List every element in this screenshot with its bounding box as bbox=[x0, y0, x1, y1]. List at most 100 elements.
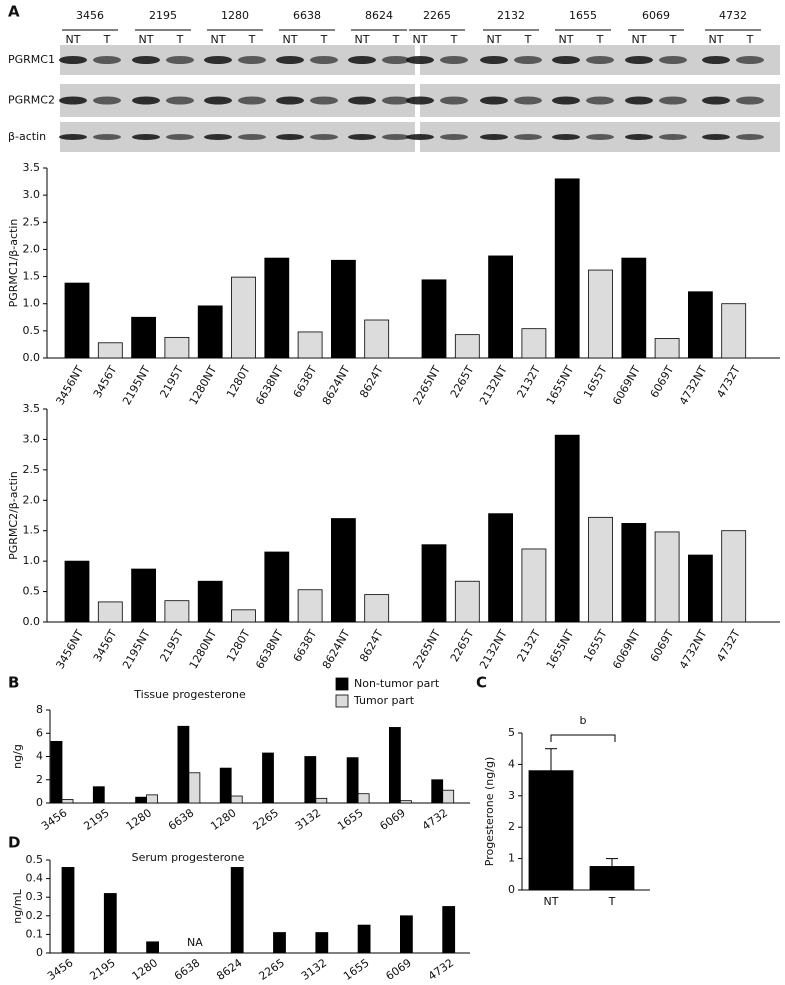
bar bbox=[197, 580, 223, 623]
y-tick-label: 0.4 bbox=[26, 872, 44, 885]
blot-band bbox=[480, 134, 508, 140]
panel-label: B bbox=[8, 674, 19, 692]
bar bbox=[442, 789, 455, 804]
x-tick-label: 6069 bbox=[377, 806, 407, 833]
blot-band bbox=[59, 134, 87, 140]
y-tick-label: 1.5 bbox=[23, 524, 41, 537]
x-tick-label: 6069T bbox=[648, 363, 677, 400]
bar bbox=[197, 305, 223, 359]
y-tick-label: 0.5 bbox=[26, 853, 44, 866]
panel-label: C bbox=[476, 674, 487, 692]
bar bbox=[146, 794, 159, 804]
x-tick-label: 1655T bbox=[581, 627, 610, 664]
bar bbox=[264, 257, 290, 359]
blot-lane-label: T bbox=[248, 33, 256, 46]
x-tick-label: T bbox=[608, 895, 616, 908]
x-tick-label: 6638NT bbox=[253, 627, 286, 671]
y-tick-label: 3.0 bbox=[23, 188, 41, 201]
y-tick-label: 0.5 bbox=[23, 585, 41, 598]
x-tick-label: 4732NT bbox=[677, 363, 710, 407]
x-tick-label: 4732T bbox=[714, 363, 743, 400]
y-tick-label: 6 bbox=[36, 726, 43, 739]
bar bbox=[330, 518, 356, 623]
x-tick-label: 1280NT bbox=[187, 363, 220, 407]
bar bbox=[357, 793, 370, 804]
y-tick-label: 2.5 bbox=[23, 463, 41, 476]
legend-label: Tumor part bbox=[353, 694, 415, 707]
y-tick-label: 3.5 bbox=[23, 161, 41, 174]
bar bbox=[135, 796, 148, 804]
y-tick-label: 0 bbox=[36, 946, 43, 959]
bar bbox=[421, 544, 447, 623]
bar bbox=[164, 336, 190, 359]
blot-group-label: 6638 bbox=[293, 9, 321, 22]
bar bbox=[621, 257, 647, 359]
x-tick-label: 6069T bbox=[648, 627, 677, 664]
x-tick-label: 6069 bbox=[383, 956, 413, 983]
bar bbox=[273, 932, 286, 954]
x-tick-label: 4732 bbox=[420, 806, 450, 833]
blot-band bbox=[382, 96, 410, 105]
x-tick-label: 6638T bbox=[291, 627, 320, 664]
x-tick-label: 2195T bbox=[157, 363, 186, 400]
x-tick-label: 6638NT bbox=[253, 363, 286, 407]
bar bbox=[97, 342, 123, 359]
significance-bracket bbox=[550, 734, 616, 742]
y-tick-label: 0.1 bbox=[26, 927, 44, 940]
blot-lane-label: NT bbox=[487, 33, 502, 46]
x-tick-label: 2195NT bbox=[120, 363, 153, 407]
blot-row-label: PGRMC1 bbox=[8, 53, 55, 66]
bar bbox=[528, 770, 574, 891]
blot-lane-label: T bbox=[596, 33, 604, 46]
bar bbox=[219, 767, 232, 804]
chart-title: Tissue progesterone bbox=[133, 688, 246, 701]
bar bbox=[297, 589, 323, 623]
y-tick-label: 0.0 bbox=[23, 351, 41, 364]
x-tick-label: 3456NT bbox=[53, 363, 86, 407]
blot-lane-label: NT bbox=[632, 33, 647, 46]
bar bbox=[421, 279, 447, 359]
blot-lane-label: T bbox=[450, 33, 458, 46]
blot-group-label: 1655 bbox=[569, 9, 597, 22]
x-tick-label: 1280 bbox=[208, 806, 238, 833]
blot-band bbox=[406, 96, 434, 105]
bar bbox=[431, 779, 444, 804]
y-tick-label: 3.5 bbox=[23, 402, 41, 415]
x-tick-label: 2265NT bbox=[410, 363, 443, 407]
x-tick-label: 2132T bbox=[514, 627, 543, 664]
blot-lane-label: T bbox=[669, 33, 677, 46]
blot-band bbox=[166, 134, 194, 140]
x-tick-label: 6638 bbox=[172, 956, 202, 983]
y-tick-label: 1.0 bbox=[23, 297, 41, 310]
bar bbox=[131, 568, 157, 623]
blot-band bbox=[238, 134, 266, 140]
blot-band bbox=[204, 134, 232, 140]
bar bbox=[454, 334, 480, 359]
blot-band bbox=[552, 56, 580, 64]
x-tick-label: 1280T bbox=[224, 363, 253, 400]
blot-lane-label: NT bbox=[283, 33, 298, 46]
y-tick-label: 5 bbox=[508, 726, 515, 739]
bar bbox=[721, 303, 747, 359]
blot-band bbox=[93, 134, 121, 140]
blot-group-label: 2132 bbox=[497, 9, 525, 22]
bar bbox=[554, 178, 580, 359]
y-tick-label: 4 bbox=[508, 757, 515, 770]
bar bbox=[357, 924, 371, 954]
bar bbox=[50, 740, 63, 804]
y-tick-label: 0 bbox=[508, 883, 515, 896]
y-tick-label: 2 bbox=[508, 820, 515, 833]
bar bbox=[64, 560, 90, 623]
blot-band bbox=[132, 134, 160, 140]
blot-band bbox=[132, 56, 160, 64]
bar bbox=[688, 554, 713, 623]
blot-band bbox=[736, 96, 764, 105]
blot-band bbox=[736, 56, 764, 64]
y-axis-label: ng/g bbox=[11, 744, 24, 769]
blot-band bbox=[310, 56, 338, 64]
blot-band bbox=[514, 56, 542, 64]
bar bbox=[442, 906, 456, 954]
bar bbox=[521, 328, 547, 359]
y-tick-label: 4 bbox=[36, 750, 43, 763]
x-tick-label: 8624T bbox=[357, 627, 386, 664]
